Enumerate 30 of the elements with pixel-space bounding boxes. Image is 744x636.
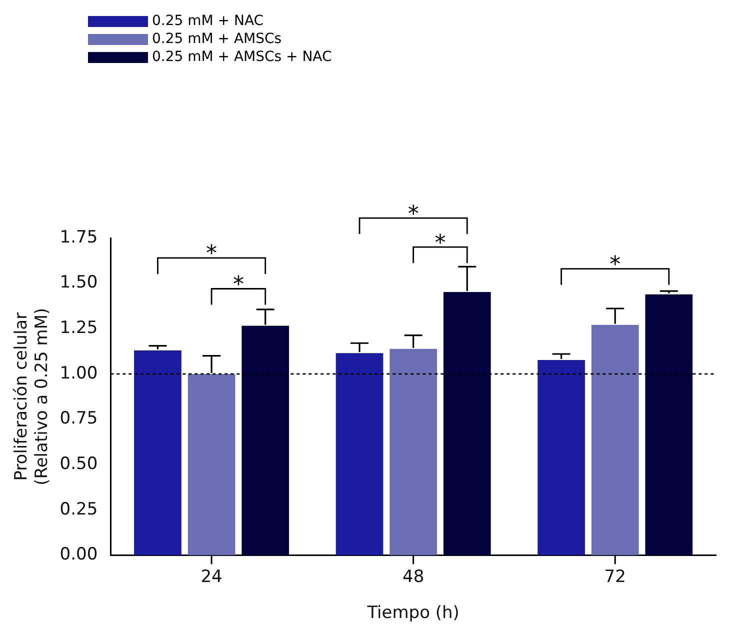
y-axis-title: Proliferación celular (Relativo a 0.25 mM) xyxy=(12,308,52,486)
y-tick-label: 0.00 xyxy=(60,544,98,565)
bar xyxy=(538,360,585,556)
x-tick-label: 24 xyxy=(200,566,222,587)
legend-label: 0.25 mM + AMSCs + NAC xyxy=(152,49,332,65)
legend-label: 0.25 mM + NAC xyxy=(152,13,264,29)
bar xyxy=(443,292,491,556)
x-tick-label: 48 xyxy=(402,566,424,587)
legend-label: 0.25 mM + AMSCs xyxy=(152,31,282,47)
bar xyxy=(336,353,384,556)
y-tick-label: 1.25 xyxy=(60,318,98,338)
y-tick-label: 0.50 xyxy=(60,454,98,474)
text: * xyxy=(408,202,419,227)
y-tick-label: 1.50 xyxy=(60,272,98,293)
bar xyxy=(134,350,182,556)
y-tick-label: 0.25 xyxy=(60,499,98,520)
x-tick-label: 72 xyxy=(604,566,626,587)
annotation: * xyxy=(232,272,244,298)
bar xyxy=(390,348,437,556)
y-tick-label: 0.75 xyxy=(60,408,98,429)
bar xyxy=(242,326,290,556)
bar xyxy=(591,324,639,556)
y-tick-label: 1.75 xyxy=(60,227,98,248)
x-axis-title: Tiempo (h) xyxy=(366,603,460,624)
y-tick-label: 1.00 xyxy=(60,363,98,384)
annotation: * xyxy=(434,230,446,256)
bar xyxy=(645,294,693,556)
bar xyxy=(188,374,236,556)
annotation: * xyxy=(610,252,621,278)
annotation: * xyxy=(206,242,218,267)
